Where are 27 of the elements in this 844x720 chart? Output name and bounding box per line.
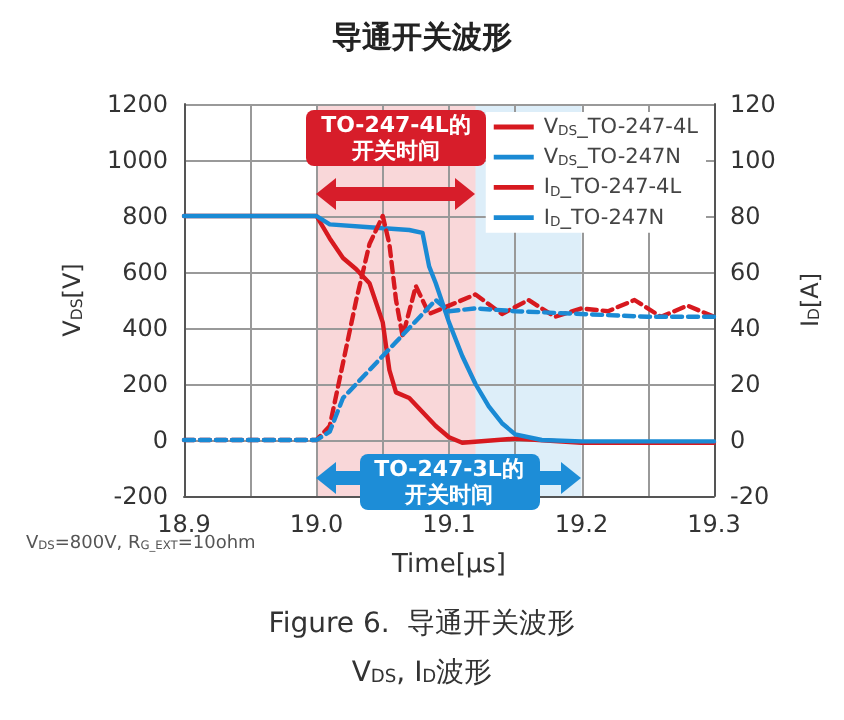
y-tick-label: 800: [122, 202, 168, 230]
y2-tick-label: 20: [730, 370, 761, 398]
y-tick-label: 600: [122, 258, 168, 286]
y-tick-label: 0: [152, 426, 168, 454]
y-tick-label: 400: [122, 314, 168, 342]
caption: Figure 6. 导通开关波形: [268, 608, 576, 640]
x-tick-label: 19.1: [422, 510, 476, 538]
y2-tick-label: -20: [730, 482, 770, 510]
y2-tick-label: 0: [730, 426, 746, 454]
band-label: TO-247-3L的开关时间: [359, 454, 539, 511]
y-tick-label: 200: [122, 370, 168, 398]
y2-tick-label: 100: [730, 146, 776, 174]
x-tick-label: 19.3: [687, 510, 741, 538]
y2-tick-label: 60: [730, 258, 761, 286]
band-label: TO-247-4L的开关时间: [306, 110, 486, 166]
y2-tick-label: 80: [730, 202, 761, 230]
y2-tick-label: 40: [730, 314, 761, 342]
y-tick-label: 1200: [106, 90, 168, 118]
y2-tick-label: 120: [730, 90, 776, 118]
text: VDS, ID波形: [351, 656, 493, 689]
chart-title: 导通开关波形: [332, 19, 512, 55]
x-tick-label: 19.2: [554, 510, 609, 538]
y-tick-label: 1000: [106, 146, 168, 174]
x-tick-label: 19.0: [289, 510, 344, 538]
x-axis-title: Time[μs]: [389, 550, 507, 580]
x-tick-label: 18.9: [157, 510, 211, 538]
y-tick-label: -200: [113, 482, 168, 510]
